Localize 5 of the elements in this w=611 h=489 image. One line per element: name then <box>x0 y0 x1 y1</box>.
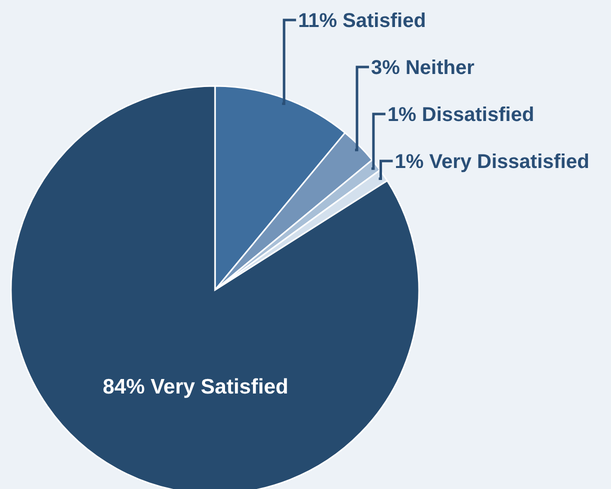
slice-label: 1% Dissatisfied <box>387 104 534 126</box>
slice-label: 1% Very Dissatisfied <box>394 151 590 173</box>
slice-label: 3% Neither <box>371 57 475 79</box>
slice-label: 84% Very Satisfied <box>102 376 288 399</box>
slice-label: 11% Satisfied <box>298 10 426 32</box>
